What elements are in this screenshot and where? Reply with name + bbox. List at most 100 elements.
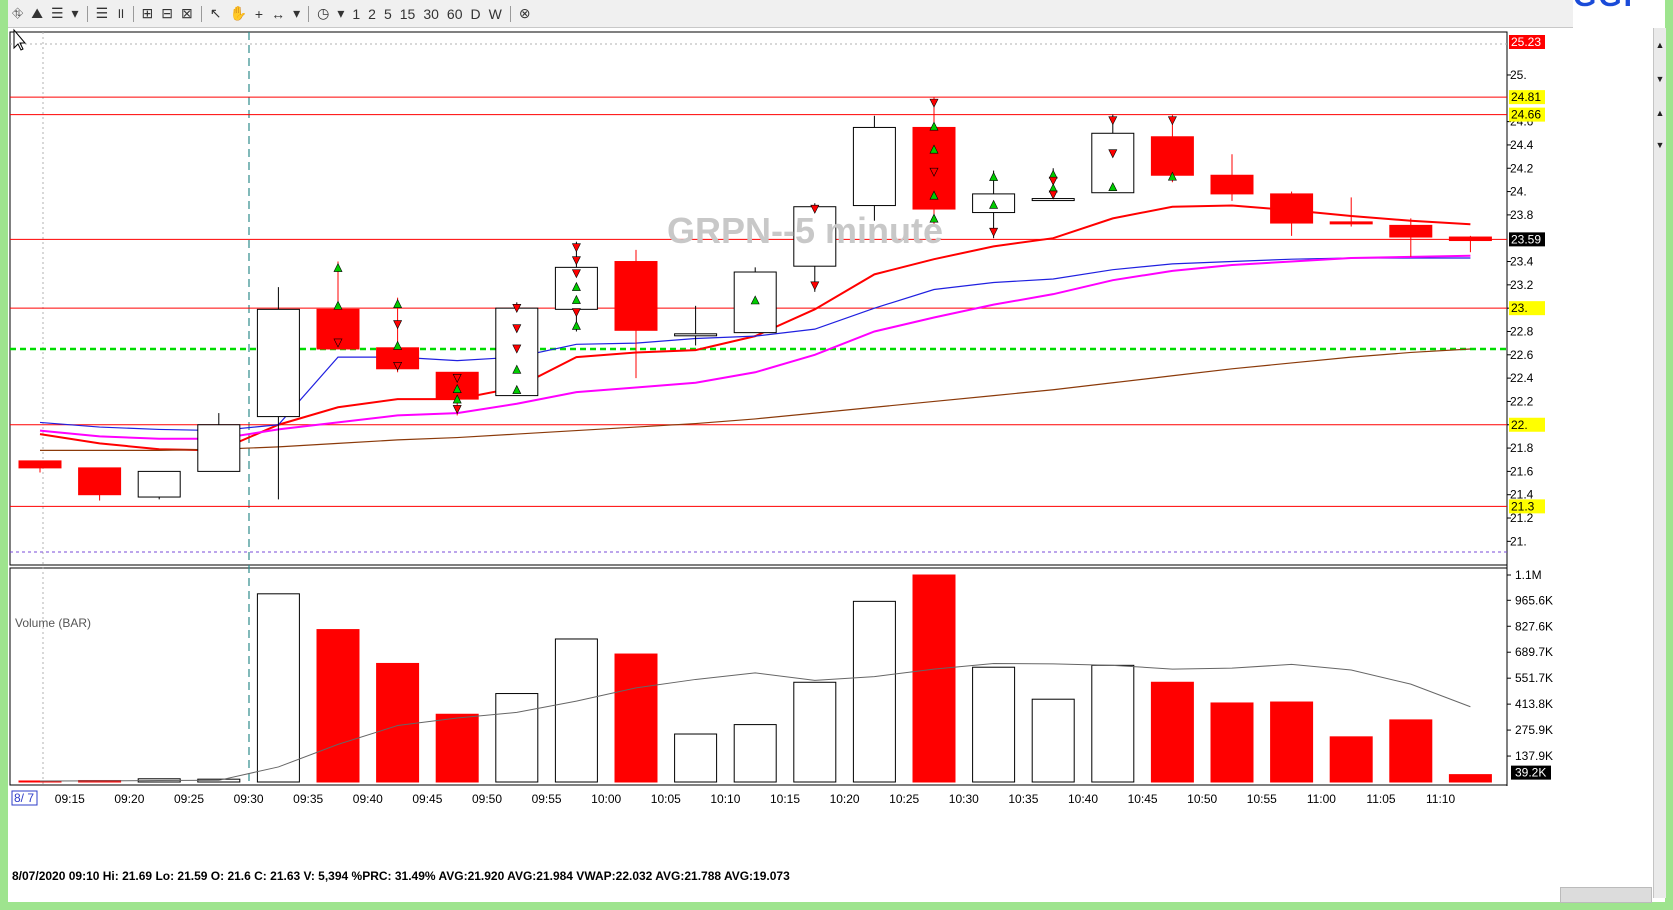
time-tick-label: 10:40 — [1068, 792, 1098, 806]
candle-body — [197, 424, 241, 472]
buy-signal-marker — [989, 171, 999, 181]
measure-dropdown[interactable]: ▾ — [293, 5, 301, 21]
buy-signal-marker — [1108, 182, 1118, 192]
crosshair-icon[interactable]: + — [254, 5, 264, 22]
top-price-label: 25.23 — [1511, 35, 1541, 49]
price-tick-label: 22.2 — [1510, 394, 1534, 408]
price-tick-label: 24.2 — [1510, 161, 1534, 175]
toolbar-separator — [200, 5, 202, 22]
volume-tick-label: 137.9K — [1515, 749, 1553, 763]
scroll-up-icon[interactable]: ▲ — [1655, 40, 1665, 50]
sell-signal-marker — [1108, 116, 1118, 126]
time-tick-label: 10:15 — [770, 792, 800, 806]
buy-signal-marker — [571, 281, 581, 291]
volume-bar — [1270, 701, 1314, 783]
price-tick-label: 23.2 — [1510, 278, 1534, 292]
volume-bar — [1448, 774, 1492, 783]
candle-body — [1389, 224, 1433, 238]
clock-dropdown[interactable]: ▾ — [337, 5, 345, 21]
interval-day-button[interactable]: D — [470, 5, 481, 22]
scroll-up-icon[interactable]: ▲ — [1655, 108, 1665, 118]
close-circle-icon[interactable]: ⊗ — [518, 5, 531, 21]
price-tick-label: 23.4 — [1510, 255, 1534, 269]
volume-bar — [1150, 681, 1194, 783]
scroll-down-icon[interactable]: ▼ — [1655, 140, 1665, 150]
zoom-out-icon[interactable]: ⊟ — [161, 5, 173, 21]
mountain-chart-icon[interactable]: ⛰ — [31, 5, 43, 21]
top-price-label-box — [1509, 35, 1545, 49]
list-icon[interactable]: ☰ — [95, 5, 109, 21]
sell-signal-marker — [810, 281, 820, 291]
volume-current-label: 39.2K — [1515, 766, 1546, 780]
price-tick-label: 21.6 — [1510, 464, 1534, 478]
level-label: 21.3 — [1511, 499, 1535, 513]
volume-bar — [376, 662, 420, 783]
interval-2-button[interactable]: 2 — [368, 5, 376, 22]
price-tick-label: 24.4 — [1510, 138, 1534, 152]
volume-tick-label: 689.7K — [1515, 645, 1553, 659]
time-tick-label: 10:25 — [889, 792, 919, 806]
candle-body — [614, 261, 658, 331]
sell-signal-marker — [571, 243, 581, 253]
window-frame-bottom — [0, 902, 1673, 910]
candle-body — [793, 206, 837, 267]
buy-signal-marker — [333, 300, 343, 310]
interval-30-button[interactable]: 30 — [423, 5, 439, 22]
candle-body — [18, 460, 62, 469]
sell-signal-marker — [571, 256, 581, 266]
measure-icon[interactable]: ↔ — [271, 5, 286, 22]
vertical-scrollbar[interactable]: ▲ ▼ ▲ ▼ — [1653, 28, 1666, 898]
chart-type-dropdown[interactable]: ▾ — [71, 5, 79, 21]
window-frame-left — [0, 0, 8, 910]
volume-bar — [1091, 664, 1135, 783]
hand-icon[interactable]: ✋ — [229, 5, 247, 21]
sell-signal-marker — [571, 269, 581, 279]
time-tick-label: 09:40 — [353, 792, 383, 806]
level-label-box — [1509, 90, 1545, 105]
interval-5-button[interactable]: 5 — [383, 5, 392, 22]
candle-body — [1150, 136, 1194, 176]
zoom-in-icon[interactable]: ⊞ — [141, 5, 154, 21]
buy-signal-marker — [571, 320, 581, 330]
scroll-down-icon[interactable]: ▼ — [1655, 74, 1665, 84]
time-axis: 8/ 7 09:15 09:20 09:25 09:30 09:35 09:40 09:45 0… — [11, 790, 1455, 806]
bar-chart-icon[interactable]: ☰ — [50, 5, 64, 21]
interval-1-button[interactable]: 1 — [352, 5, 361, 22]
volume-bar — [972, 666, 1016, 783]
pause-icon[interactable]: ॥ — [116, 5, 125, 21]
buy-signal-marker — [333, 262, 343, 272]
level-label-box — [1509, 417, 1545, 432]
sell-signal-marker — [1048, 176, 1058, 186]
time-tick-label: 09:25 — [174, 792, 204, 806]
zoom-reset-icon[interactable]: ⊠ — [180, 5, 193, 21]
volume-panel-title: Volume (BAR) — [15, 616, 91, 630]
date-label-box — [11, 790, 38, 806]
candle-type-icon[interactable]: ⛗ — [12, 5, 24, 21]
time-tick-label: 10:50 — [1187, 792, 1217, 806]
time-tick-label: 10:55 — [1247, 792, 1277, 806]
toolbar-separator — [509, 5, 511, 22]
candle-body — [852, 126, 896, 207]
volume-bar — [1031, 698, 1075, 783]
horizontal-scrollbar[interactable] — [1560, 887, 1652, 903]
volume-bar — [435, 713, 479, 783]
time-tick-label: 09:45 — [412, 792, 442, 806]
interval-15-button[interactable]: 15 — [399, 5, 416, 22]
volume-bar — [1389, 719, 1433, 783]
time-tick-label: 09:15 — [55, 792, 85, 806]
status-line: 8/07/2020 09:10 Hi: 21.69 Lo: 21.59 O: 2… — [12, 869, 790, 883]
price-axis: 21. 21.2 21.4 21.6 21.8 22. 22.2 22.4 22.6 22.8 23… — [1507, 35, 1545, 548]
cursor-icon[interactable]: ↖ — [209, 5, 222, 21]
interval-60-button[interactable]: 60 — [446, 5, 463, 22]
interval-week-button[interactable]: W — [488, 5, 502, 22]
sell-signal-marker — [571, 308, 581, 318]
sell-signal-marker — [452, 373, 462, 383]
clock-icon[interactable]: ◷ — [317, 5, 330, 21]
level-label: 24.66 — [1511, 108, 1541, 122]
price-grid — [9, 31, 1508, 786]
volume-current-label-box — [1511, 765, 1551, 780]
sell-signal-marker — [810, 204, 820, 214]
time-tick-label: 09:50 — [472, 792, 502, 806]
signal-markers — [333, 98, 1177, 415]
